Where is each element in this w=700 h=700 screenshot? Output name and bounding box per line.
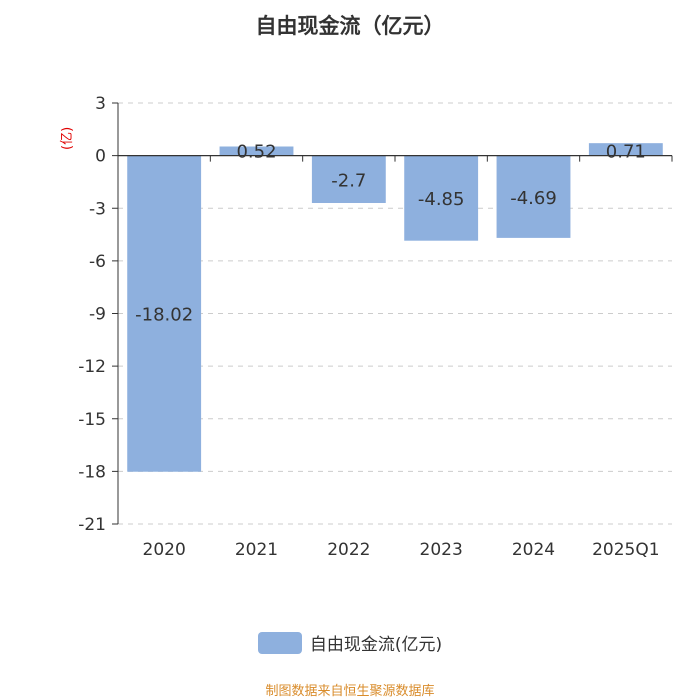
data-label-2025Q1: 0.71 [606,142,646,163]
source-footer: 制图数据来自恒生聚源数据库 [265,684,435,699]
bar-2025Q1 [588,143,663,156]
data-label-2022: -2.7 [331,170,366,191]
bar-2021 [219,146,294,156]
data-label-2021: 0.52 [236,142,276,163]
y-tick-label: -21 [78,515,106,535]
x-tick-label: 2020 [143,540,186,560]
y-tick-label: -18 [78,462,106,482]
legend[interactable]: 自由现金流(亿元) [0,630,700,655]
legend-swatch [257,631,302,654]
x-tick-label: 2023 [420,540,463,560]
x-tick-label: 2022 [327,540,370,560]
x-tick-label: 2025Q1 [592,540,659,560]
bar-2023 [404,155,479,241]
bar-2022 [311,155,386,203]
bar-2024 [496,155,571,238]
y-tick-label: -15 [78,410,106,430]
y-tick-label: -9 [89,305,106,325]
bar-2020 [127,155,202,472]
y-tick-label: -6 [89,252,106,272]
x-tick-label: 2021 [235,540,278,560]
y-tick-label: 0 [95,147,106,167]
x-tick-label: 2024 [512,540,555,560]
chart-title: 自由现金流（亿元） [255,14,445,38]
y-tick-label: 3 [95,94,106,114]
data-label-2023: -4.85 [418,189,465,210]
data-label-2020: -18.02 [135,305,193,326]
data-label-2024: -4.69 [510,188,557,209]
y-tick-label: -3 [89,199,106,219]
y-tick-label: -12 [78,357,106,377]
legend-label: 自由现金流(亿元) [309,635,443,655]
